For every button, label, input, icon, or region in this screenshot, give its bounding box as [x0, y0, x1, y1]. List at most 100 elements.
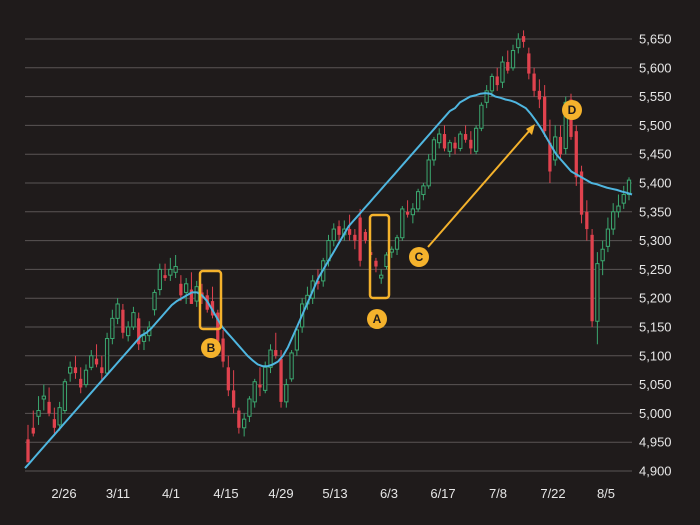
candle — [52, 407, 56, 434]
x-tick-label: 4/1 — [162, 486, 180, 501]
y-tick-label: 5,250 — [639, 262, 672, 277]
candle-body — [173, 266, 178, 273]
candle — [41, 384, 46, 411]
candle-body — [500, 61, 505, 83]
candle — [110, 309, 115, 345]
candle — [532, 67, 536, 97]
candle-body — [274, 350, 278, 356]
candle-body — [141, 335, 147, 342]
candle — [516, 33, 521, 54]
candle — [484, 85, 489, 109]
candle — [374, 257, 378, 273]
x-axis: 2/26 3/11 4/1 4/15 4/29 5/13 6/3 6/17 7/8 7/22 8/5 — [51, 486, 615, 501]
candle-body — [447, 142, 452, 152]
candle — [479, 102, 484, 132]
annotation-arrowhead-c — [526, 124, 535, 135]
candle-body — [279, 358, 283, 402]
candle-body — [52, 419, 56, 428]
candle — [495, 67, 499, 91]
candle-body — [600, 248, 605, 262]
y-tick-label: 5,350 — [639, 204, 672, 219]
candle — [353, 229, 357, 250]
candle — [121, 303, 125, 339]
candle — [500, 56, 505, 88]
candle — [415, 188, 421, 212]
candle-body — [242, 418, 247, 429]
candle — [137, 312, 141, 351]
candle-body — [463, 134, 468, 140]
x-tick-label: 4/29 — [268, 486, 293, 501]
candle-body — [469, 139, 473, 149]
candle-body — [453, 142, 457, 149]
x-tick-label: 6/3 — [380, 486, 398, 501]
candle-body — [247, 398, 252, 417]
y-tick-label: 5,600 — [639, 60, 672, 75]
candle — [469, 131, 473, 155]
candle-body — [585, 211, 589, 230]
candles — [26, 30, 632, 463]
candle-body — [590, 234, 594, 322]
candle — [279, 350, 283, 408]
candle — [163, 263, 167, 281]
candle — [237, 407, 241, 434]
candle — [473, 125, 479, 155]
candle — [294, 327, 300, 356]
candle-body — [163, 275, 167, 279]
candle — [168, 257, 173, 281]
candle — [247, 396, 252, 423]
candle — [558, 125, 563, 160]
marker-b-label: B — [207, 341, 216, 355]
candle-body — [26, 439, 30, 463]
candle — [405, 200, 410, 218]
candle-body — [553, 136, 558, 161]
candle-body — [527, 53, 531, 74]
candle-body — [157, 268, 162, 291]
candle — [231, 370, 236, 414]
candle-body — [532, 73, 536, 91]
candle — [47, 387, 51, 417]
candle-body — [410, 208, 415, 216]
y-tick-label: 4,950 — [639, 435, 672, 450]
x-tick-label: 7/22 — [540, 486, 565, 501]
candle-body — [347, 229, 352, 235]
candle-body — [394, 237, 400, 250]
candle-body — [437, 133, 442, 144]
candle — [527, 47, 531, 80]
candle — [173, 255, 178, 279]
candle-body — [73, 367, 78, 374]
y-tick-label: 5,400 — [639, 176, 672, 191]
moving-average-line — [24, 92, 633, 469]
x-tick-label: 5/13 — [322, 486, 347, 501]
candle-body — [83, 369, 89, 386]
candle-body — [152, 291, 157, 311]
candle-body — [379, 274, 384, 279]
candle-body — [595, 263, 600, 322]
candle — [458, 131, 463, 152]
candle-body — [426, 159, 431, 187]
candle — [57, 401, 62, 431]
candle-body — [479, 104, 484, 129]
candle-body — [41, 395, 46, 400]
candle — [510, 44, 516, 71]
candle-body — [268, 349, 273, 368]
candle-body — [252, 381, 257, 403]
candle-body — [258, 384, 262, 388]
candle — [358, 208, 362, 267]
candle-body — [121, 309, 125, 333]
candle — [126, 321, 131, 342]
candle-body — [431, 139, 437, 161]
candle-body — [358, 217, 362, 261]
candle-body — [384, 254, 389, 268]
y-tick-label: 5,200 — [639, 291, 672, 306]
candle-body — [405, 211, 410, 215]
candle — [585, 200, 589, 241]
x-tick-label: 4/15 — [213, 486, 238, 501]
candle-body — [510, 50, 516, 69]
candle-body — [621, 194, 626, 204]
candle-body — [126, 326, 131, 337]
candle-body — [458, 133, 463, 149]
candle — [621, 185, 626, 209]
candle — [274, 332, 278, 359]
candle — [611, 203, 616, 235]
